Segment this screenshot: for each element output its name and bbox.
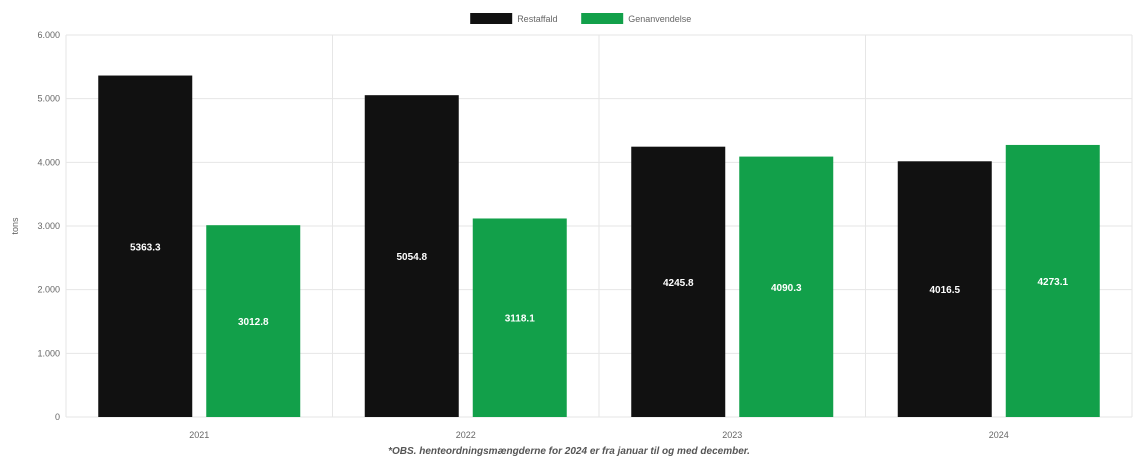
bar-value-label: 4273.1 [1037,277,1068,288]
y-tick-label: 4.000 [37,157,60,167]
y-tick-label: 0 [55,412,60,422]
bar [739,156,834,417]
y-tick-label: 3.000 [37,221,60,231]
bar [206,225,301,417]
bar [1005,144,1100,417]
bar-value-label: 3118.1 [505,314,535,325]
bar-value-label: 5363.3 [130,242,161,253]
legend-label: Restaffald [517,14,557,24]
footnote: *OBS. henteordningsmængderne for 2024 er… [388,446,750,457]
y-tick-label: 1.000 [37,348,60,358]
legend: Restaffald Genanvendelse [470,13,691,24]
bar-value-label: 5054.8 [396,252,427,263]
bar [472,218,567,417]
bars: 5363.3 3012.8 5054.8 3118.1 4245.8 4090.3 4016… [98,75,1100,418]
bar-value-label: 4245.8 [663,278,694,289]
x-tick-label: 2022 [456,430,476,440]
bar-value-label: 3012.8 [238,317,269,328]
x-tick-label: 2023 [722,430,742,440]
x-axis-ticks: 2021 2022 2023 2024 [189,430,1009,440]
bar [631,146,726,417]
bar-value-label: 4090.3 [771,283,802,294]
y-axis-ticks: 0 1.000 2.000 3.000 4.000 5.000 6.000 [37,30,60,422]
x-tick-label: 2021 [189,430,209,440]
legend-swatch [581,13,624,24]
bar [98,75,193,418]
x-tick-label: 2024 [989,430,1009,440]
y-tick-label: 5.000 [37,94,60,104]
legend-swatch [470,13,513,24]
y-axis-label: tons [10,217,20,235]
legend-label: Genanvendelse [628,14,691,24]
bar [364,95,459,417]
bar-value-label: 4016.5 [929,285,960,296]
y-tick-label: 6.000 [37,30,60,40]
bar [897,161,992,417]
y-tick-label: 2.000 [37,285,60,295]
